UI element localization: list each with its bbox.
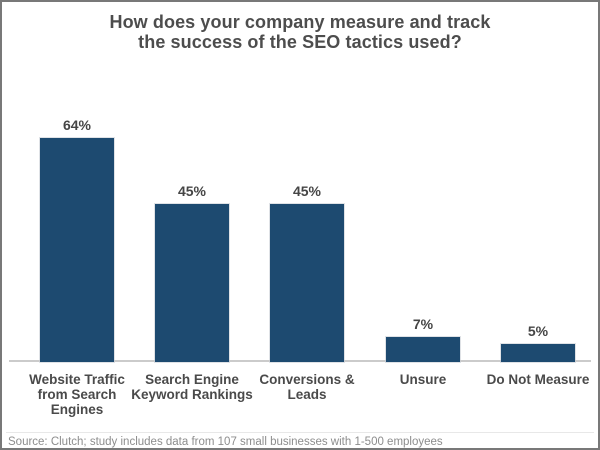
bar-1 (40, 138, 114, 362)
bar-3 (270, 204, 344, 362)
bar-value-label-2: 45% (177, 183, 207, 199)
chart-title: How does your company measure and track … (109, 12, 491, 52)
bar-category-label-5: Do Not Measure (486, 372, 590, 387)
source-note: Source: Clutch; study includes data from… (8, 436, 443, 448)
bar-category-label-4: Unsure (399, 372, 447, 387)
bar-value-label-5: 5% (527, 323, 549, 339)
bar-4 (386, 337, 460, 362)
bar-category-label-3: Conversions & Leads (259, 372, 355, 402)
bar-value-label-1: 64% (62, 117, 92, 133)
footer-divider-line (6, 432, 594, 433)
bar-2 (155, 204, 229, 362)
bar-category-label-2: Search Engine Keyword Rankings (131, 372, 253, 402)
bar-value-label-4: 7% (412, 316, 434, 332)
bar-5 (501, 344, 575, 362)
bar-category-label-1: Website Traffic from Search Engines (29, 372, 125, 417)
bar-value-label-3: 45% (292, 183, 322, 199)
